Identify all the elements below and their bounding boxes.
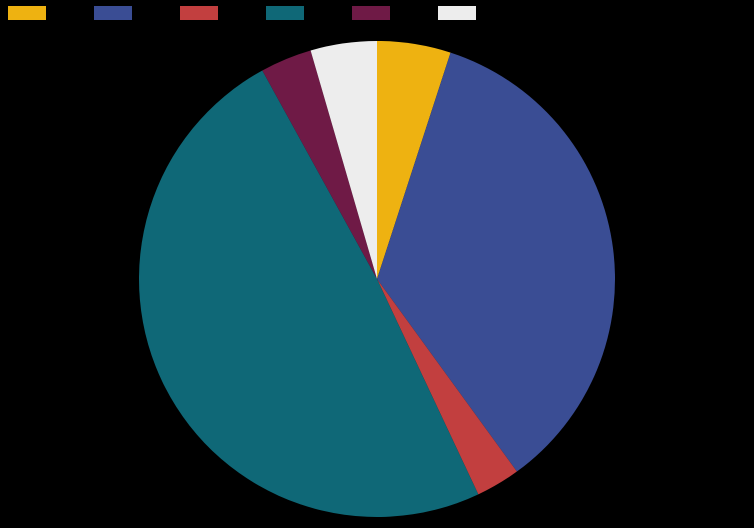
legend-swatch [438, 6, 476, 20]
legend-item [438, 6, 476, 20]
legend-swatch [352, 6, 390, 20]
legend-swatch [180, 6, 218, 20]
legend [0, 0, 754, 20]
legend-item [352, 6, 390, 20]
pie-chart [137, 39, 617, 519]
legend-item [94, 6, 132, 20]
legend-swatch [266, 6, 304, 20]
legend-item [8, 6, 46, 20]
pie-chart-area [0, 30, 754, 528]
legend-item [266, 6, 304, 20]
legend-swatch [94, 6, 132, 20]
legend-swatch [8, 6, 46, 20]
legend-item [180, 6, 218, 20]
